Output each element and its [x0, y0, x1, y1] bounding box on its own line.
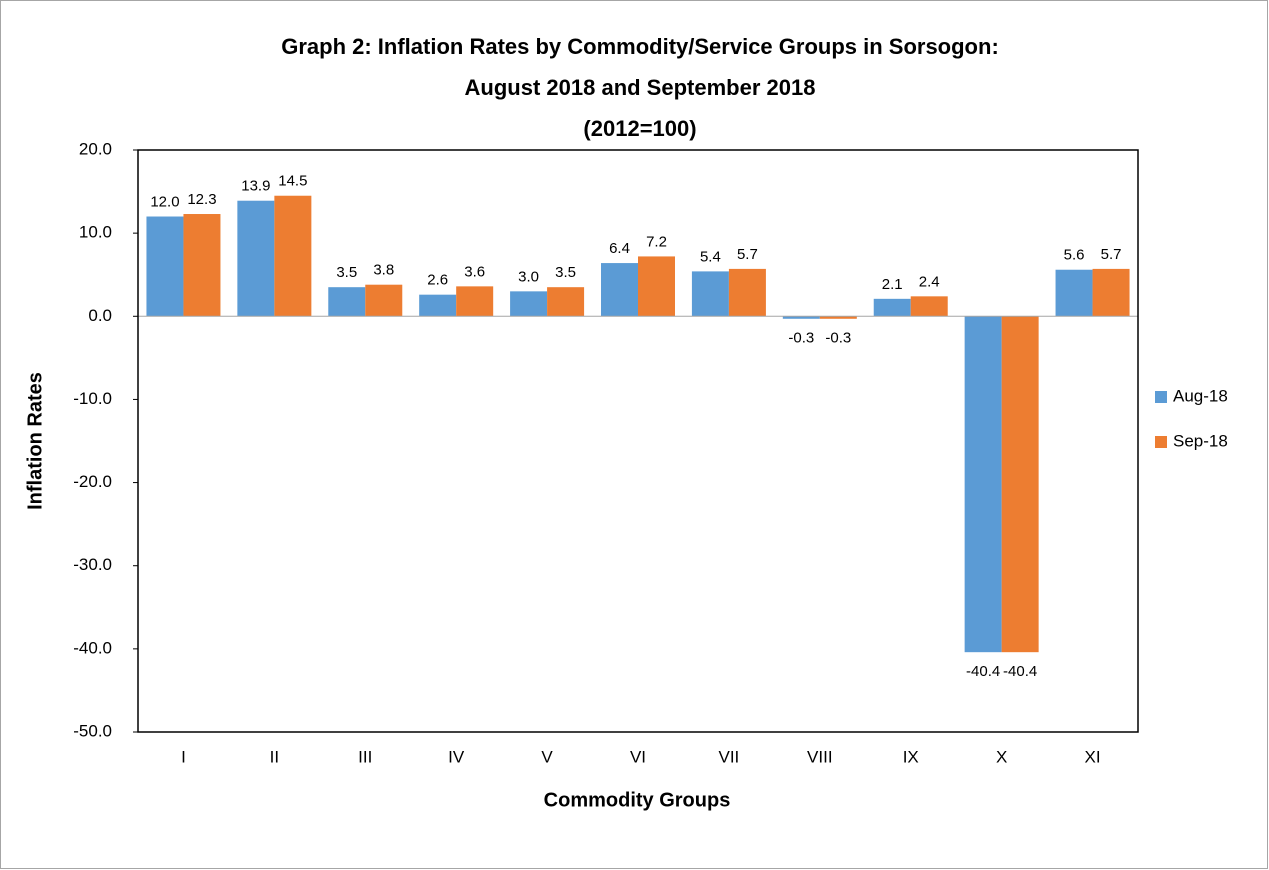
data-label: 2.4	[919, 273, 940, 290]
bar	[964, 316, 1002, 653]
x-tick-label: X	[996, 747, 1007, 766]
bar	[728, 268, 766, 317]
x-tick-label: II	[270, 747, 279, 766]
bar	[237, 200, 275, 317]
data-label: -0.3	[825, 330, 851, 347]
x-tick-label: VII	[719, 747, 740, 766]
bar	[365, 284, 403, 317]
bar	[456, 286, 494, 317]
x-tick-label: I	[181, 747, 186, 766]
legend-label: Sep-18	[1173, 431, 1228, 450]
data-label: 14.5	[278, 173, 307, 190]
y-tick-label: -30.0	[73, 555, 112, 574]
legend-label: Aug-18	[1173, 386, 1228, 405]
data-label: 7.2	[646, 233, 667, 250]
data-label: 3.5	[555, 264, 576, 281]
bar	[1092, 268, 1130, 317]
bar	[419, 294, 457, 317]
bar	[873, 298, 911, 317]
bar	[691, 271, 729, 317]
data-label: 6.4	[609, 240, 630, 257]
data-label: 2.1	[882, 276, 903, 293]
data-label: 5.4	[700, 248, 721, 265]
y-tick-label: -10.0	[73, 389, 112, 408]
data-label: 3.6	[464, 263, 485, 280]
data-label: 3.8	[373, 262, 394, 279]
data-label: 13.9	[241, 178, 270, 195]
bar	[274, 195, 312, 317]
y-axis-title: Inflation Rates	[24, 372, 46, 510]
data-label: 12.0	[150, 193, 179, 210]
bar	[601, 263, 638, 317]
data-label: 5.7	[1101, 246, 1122, 263]
data-label: 12.3	[187, 191, 216, 208]
data-label: -40.4	[1003, 663, 1037, 680]
chart-title: (2012=100)	[583, 116, 696, 141]
y-tick-label: 20.0	[79, 139, 112, 158]
bar	[183, 214, 221, 317]
bar	[1001, 316, 1039, 653]
bar	[782, 316, 820, 319]
bar	[910, 296, 948, 317]
data-label: 2.6	[427, 272, 448, 289]
bar	[510, 291, 548, 317]
data-label: 5.7	[737, 246, 758, 263]
data-label: 5.6	[1064, 247, 1085, 264]
y-tick-label: -40.0	[73, 638, 112, 657]
y-tick-label: 0.0	[88, 306, 112, 325]
legend-swatch	[1155, 436, 1167, 448]
legend-swatch	[1155, 391, 1167, 403]
x-tick-label: VI	[630, 747, 646, 766]
chart-title: Graph 2: Inflation Rates by Commodity/Se…	[281, 34, 999, 59]
bar	[328, 287, 366, 317]
x-tick-label: VIII	[807, 747, 833, 766]
bar	[547, 287, 585, 317]
bar	[638, 256, 675, 317]
x-tick-label: IV	[448, 747, 465, 766]
y-tick-label: 10.0	[79, 223, 112, 242]
chart-title: August 2018 and September 2018	[465, 75, 816, 100]
y-tick-label: -50.0	[73, 721, 112, 740]
x-axis-title: Commodity Groups	[544, 789, 731, 811]
x-tick-label: V	[541, 747, 553, 766]
x-tick-label: IX	[903, 747, 919, 766]
bar	[819, 316, 857, 319]
x-tick-label: XI	[1085, 747, 1101, 766]
y-tick-label: -20.0	[73, 472, 112, 491]
data-label: -0.3	[788, 330, 814, 347]
data-label: 3.5	[336, 264, 357, 281]
data-label: 3.0	[518, 268, 539, 285]
plot-frame	[137, 149, 1139, 733]
x-tick-label: III	[358, 747, 372, 766]
bar	[146, 216, 184, 317]
data-label: -40.4	[966, 663, 1000, 680]
bar	[1055, 269, 1093, 317]
